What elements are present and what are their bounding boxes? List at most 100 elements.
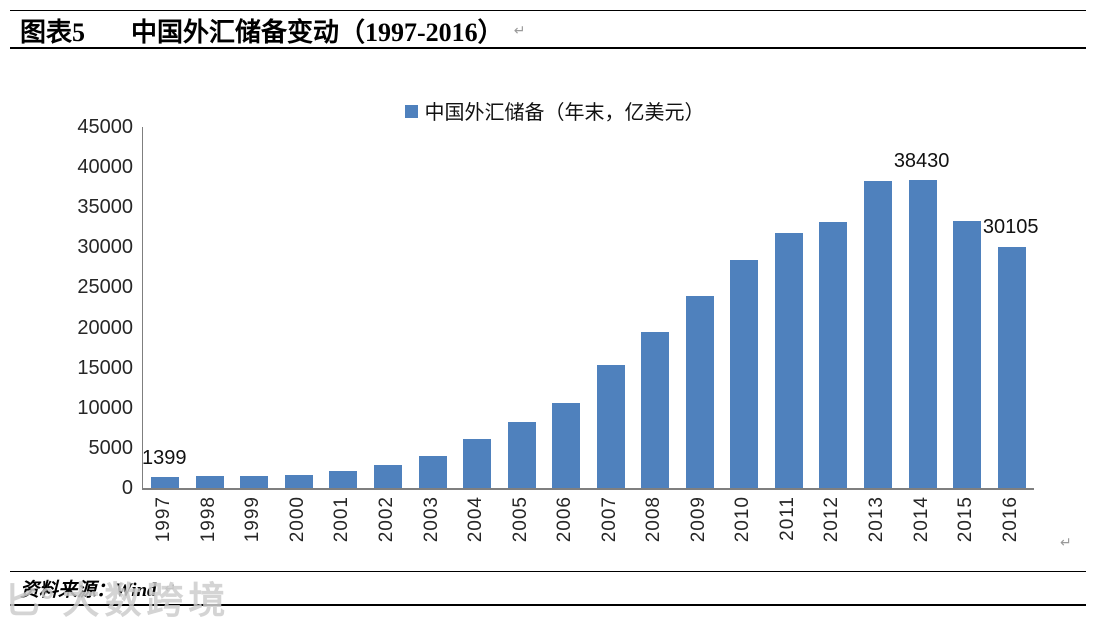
paragraph-return-icon: ↵ (513, 22, 526, 38)
y-tick-label: 30000 (77, 236, 133, 259)
x-axis-labels: 1997 1998 1999 2000 2001 2002 2003 2004 2005 2006… (142, 496, 1033, 554)
x-label-slot-1998: 1998 (187, 496, 232, 554)
bar-slot-1997 (143, 127, 188, 488)
bar-2013 (864, 181, 893, 488)
x-label-2014: 2014 (910, 496, 932, 543)
bar-2008 (641, 331, 670, 488)
bar-2004 (463, 439, 492, 488)
y-axis-labels: 0 5000 10000 15000 20000 25000 30000 35000 40000… (0, 116, 134, 499)
x-label-1998: 1998 (197, 496, 219, 543)
footer-top-rule (10, 571, 1086, 572)
bar-2012 (819, 222, 848, 488)
x-label-slot-1997: 1997 (142, 496, 187, 554)
bar-2010 (730, 259, 759, 488)
x-label-slot-2012: 2012 (810, 496, 855, 554)
bar-1997 (151, 476, 180, 488)
paragraph-return-icon: ↵ (164, 580, 177, 596)
bar-slot-2000 (277, 127, 322, 488)
data-label-1997: 1399 (142, 446, 187, 469)
x-label-2000: 2000 (286, 496, 308, 543)
y-tick-label: 20000 (77, 316, 133, 339)
data-label-2014: 38430 (893, 149, 950, 172)
x-label-slot-2011: 2011 (766, 496, 811, 554)
bar-slot-2004 (455, 127, 500, 488)
data-labels: 1399 38430 30105 (142, 127, 1039, 488)
bar-slot-2007 (588, 127, 633, 488)
bar-slot-2005 (499, 127, 544, 488)
x-label-1999: 1999 (242, 496, 264, 543)
bar-2016 (997, 246, 1026, 488)
bar-slot-2008 (633, 127, 678, 488)
bar-2003 (418, 455, 447, 488)
y-tick-label: 45000 (77, 116, 133, 138)
figure-header: 图表5 中国外汇储备变动（1997-2016） ↵ (20, 12, 525, 49)
y-tick-label: 40000 (77, 156, 133, 179)
x-label-slot-2008: 2008 (632, 496, 677, 554)
bar-slot-2009 (678, 127, 723, 488)
bar-slot-1998 (188, 127, 233, 488)
bar-slot-2006 (544, 127, 589, 488)
bar-slot-2015 (945, 127, 990, 488)
x-label-2004: 2004 (465, 496, 487, 543)
watermark-logo-icon: 匕° (4, 580, 55, 621)
x-label-2002: 2002 (376, 496, 397, 543)
bar-slot-2014 (900, 127, 945, 488)
x-label-2013: 2013 (866, 496, 888, 543)
bar-2014 (908, 179, 937, 488)
plot-area (142, 127, 1034, 490)
x-label-2016: 2016 (999, 496, 1021, 543)
bar-slot-2012 (811, 127, 856, 488)
bar-slot-2016 (989, 127, 1034, 488)
figure-label: 图表5 (20, 18, 86, 47)
header-bottom-rule (10, 47, 1086, 49)
bar-2002 (374, 465, 402, 488)
x-label-slot-2006: 2006 (543, 496, 588, 554)
y-tick-label: 25000 (77, 276, 133, 299)
x-label-2015: 2015 (955, 496, 977, 543)
source-line: 资料来源：Wind ↵ (20, 575, 176, 602)
header-top-rule (10, 10, 1086, 11)
x-label-2009: 2009 (687, 496, 709, 543)
x-label-slot-2005: 2005 (498, 496, 543, 554)
chart-legend: 中国外汇储备（年末，亿美元） (7, 96, 1095, 125)
bar-2015 (953, 220, 982, 488)
x-label-slot-2007: 2007 (587, 496, 632, 554)
footer-bottom-rule (10, 604, 1086, 606)
source-label: 资料来源：Wind (20, 580, 157, 601)
bar-slot-2010 (722, 127, 767, 488)
bar-slot-2011 (767, 127, 812, 488)
x-label-slot-2014: 2014 (899, 496, 944, 554)
x-label-slot-2016: 2016 (988, 496, 1033, 554)
x-label-2006: 2006 (554, 496, 576, 543)
legend-label: 中国外汇储备（年末，亿美元） (424, 102, 705, 124)
bar-slot-2002 (366, 127, 411, 488)
x-label-2012: 2012 (821, 496, 843, 543)
watermark: 匕° 大数跨境 (4, 581, 230, 621)
y-tick-label: 0 (121, 477, 133, 499)
bar-2006 (552, 402, 581, 488)
x-label-slot-2001: 2001 (320, 496, 365, 554)
x-label-slot-2009: 2009 (677, 496, 722, 554)
figure-title: 中国外汇储备变动（1997-2016） (131, 18, 504, 47)
legend-marker-icon (404, 105, 418, 118)
watermark-text: 大数跨境 (62, 580, 231, 621)
x-label-slot-1999: 1999 (231, 496, 276, 554)
y-tick-label: 10000 (77, 396, 133, 419)
x-label-2007: 2007 (598, 496, 620, 543)
x-label-slot-2000: 2000 (276, 496, 321, 554)
x-label-slot-2002: 2002 (365, 496, 410, 554)
bar-1998 (195, 476, 224, 488)
y-tick-label: 15000 (77, 356, 133, 379)
bar-slot-1999 (232, 127, 277, 488)
bar-2007 (596, 365, 625, 488)
y-tick-label: 5000 (88, 436, 134, 459)
bar-slot-2013 (856, 127, 901, 488)
x-label-2003: 2003 (420, 496, 442, 543)
bar-slot-2001 (321, 127, 366, 488)
bar-2001 (329, 471, 358, 488)
x-label-slot-2015: 2015 (944, 496, 989, 554)
paragraph-return-icon: ↵ (1060, 534, 1072, 550)
bar-2011 (774, 232, 803, 488)
x-label-2010: 2010 (732, 496, 754, 543)
